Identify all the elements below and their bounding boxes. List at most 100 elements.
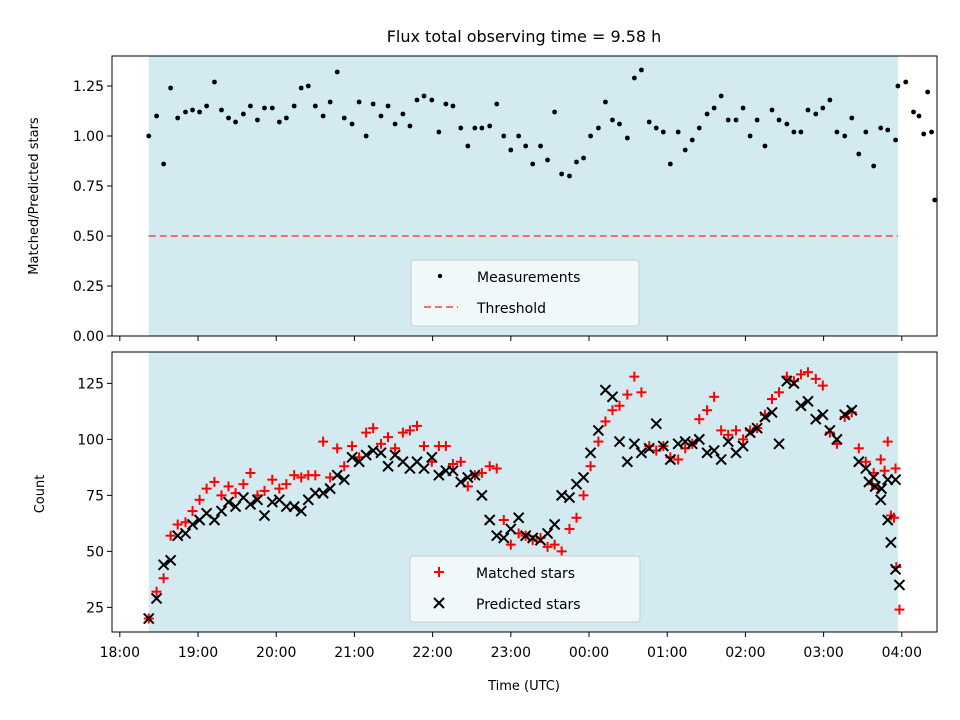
measurement-point <box>798 129 804 135</box>
matched-star-point <box>694 414 705 425</box>
matched-star-point <box>411 420 422 431</box>
matched-star-point <box>810 373 821 384</box>
measurement-point <box>725 117 731 123</box>
measurement-point <box>523 143 529 149</box>
measurement-point <box>834 129 840 135</box>
matched-star-point <box>223 481 234 492</box>
predicted-star-point <box>476 489 488 502</box>
measurement-point <box>929 129 934 135</box>
matched-star-point <box>165 530 176 541</box>
predicted-star-point <box>548 518 561 531</box>
matched-star-point <box>802 367 813 378</box>
measurement-point <box>646 119 652 125</box>
y-tick-label: 50 <box>86 544 104 560</box>
measurement-point <box>696 125 702 131</box>
predicted-star-point <box>885 536 897 549</box>
x-tick-label: 18:00 <box>100 645 140 661</box>
predicted-star-point <box>331 469 343 481</box>
matched-star-point <box>390 443 401 454</box>
measurement-point <box>501 133 507 139</box>
predicted-star-point <box>295 505 307 517</box>
matched-star-point <box>404 425 415 436</box>
count-axes-frame <box>111 351 938 633</box>
predicted-star-point <box>839 409 851 421</box>
matched-star-point <box>194 494 205 505</box>
ratio-y-axis-label: Matched/Predicted stars <box>27 117 42 275</box>
measurement-point <box>660 129 666 135</box>
matched-star-point <box>209 476 220 487</box>
x-tick-label: 23:00 <box>491 645 531 661</box>
predicted-star-point <box>889 473 902 486</box>
predicted-star-point <box>722 435 734 448</box>
matched-star-point <box>289 470 300 481</box>
predicted-star-point <box>288 500 300 513</box>
matched-star-point <box>629 371 640 382</box>
predicted-star-point <box>613 435 626 448</box>
legend-predicted-label: Predicted stars <box>476 597 581 613</box>
matched-star-point <box>636 387 647 398</box>
x-tick-label: 19:00 <box>178 645 218 661</box>
predicted-star-point <box>179 527 192 540</box>
predicted-star-point <box>824 424 836 437</box>
predicted-star-point <box>186 518 199 531</box>
matched-star-point <box>875 454 886 465</box>
measurement-point <box>255 117 260 123</box>
matched-star-point <box>187 506 198 517</box>
measurement-point <box>895 83 901 89</box>
predicted-star-point <box>317 487 329 499</box>
measurement-point <box>269 105 275 111</box>
measurement-point <box>458 125 464 131</box>
measurement-point <box>356 99 362 105</box>
matched-star-point <box>709 391 720 402</box>
measurement-point <box>820 105 826 111</box>
matched-star-point <box>593 436 604 447</box>
predicted-star-point <box>527 532 539 544</box>
measurement-point <box>567 173 572 179</box>
matched-star-point <box>890 463 901 474</box>
predicted-star-point <box>657 440 670 452</box>
measurement-point <box>349 121 355 127</box>
matched-star-point <box>607 405 618 416</box>
measurement-point <box>682 147 688 153</box>
measurement-point <box>283 115 289 121</box>
measurement-point <box>827 97 833 103</box>
measurement-point <box>653 125 659 131</box>
predicted-star-point <box>577 471 590 484</box>
predicted-star-point <box>491 529 503 542</box>
predicted-star-point <box>505 523 517 535</box>
matched-star-point <box>419 441 430 452</box>
predicted-star-point <box>164 554 177 567</box>
predicted-star-point <box>817 409 829 421</box>
measurement-marker-icon <box>437 273 443 279</box>
matched-star-point <box>614 400 625 411</box>
matched-star-point <box>267 474 278 485</box>
measurement-point <box>784 121 790 127</box>
matched-star-point <box>347 441 358 452</box>
matched-star-point <box>339 461 350 472</box>
measurement-point <box>667 161 673 167</box>
matched-star-point <box>455 456 466 467</box>
matched-star-point <box>853 443 864 454</box>
measurement-point <box>932 197 938 203</box>
predicted-star-point <box>802 395 814 407</box>
measurement-point <box>893 137 898 143</box>
measurement-point <box>219 107 224 113</box>
measurement-point <box>436 129 442 135</box>
matched-star-point <box>860 456 871 467</box>
predicted-star-point <box>251 494 264 506</box>
measurement-point <box>414 97 420 103</box>
ratio-y-ticks: 0.00 0.25 0.50 0.75 1.00 1.25 <box>73 79 112 345</box>
y-tick-label: 0.25 <box>73 279 104 295</box>
measurement-point <box>903 79 909 85</box>
matched-star-point <box>476 467 487 478</box>
measurement-point <box>842 133 848 139</box>
count-legend-box <box>409 555 641 623</box>
plus-marker-icon <box>434 567 444 577</box>
matched-star-point <box>158 573 169 584</box>
measurement-point <box>291 103 297 109</box>
predicted-star-point <box>628 438 641 450</box>
count-y-axis-label: Count <box>33 475 48 514</box>
predicted-star-point <box>889 563 902 575</box>
predicted-star-point <box>338 473 350 486</box>
